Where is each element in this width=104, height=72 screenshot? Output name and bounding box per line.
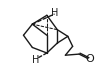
Text: H: H — [32, 55, 39, 65]
Text: O: O — [86, 54, 94, 64]
Text: H: H — [51, 7, 59, 17]
